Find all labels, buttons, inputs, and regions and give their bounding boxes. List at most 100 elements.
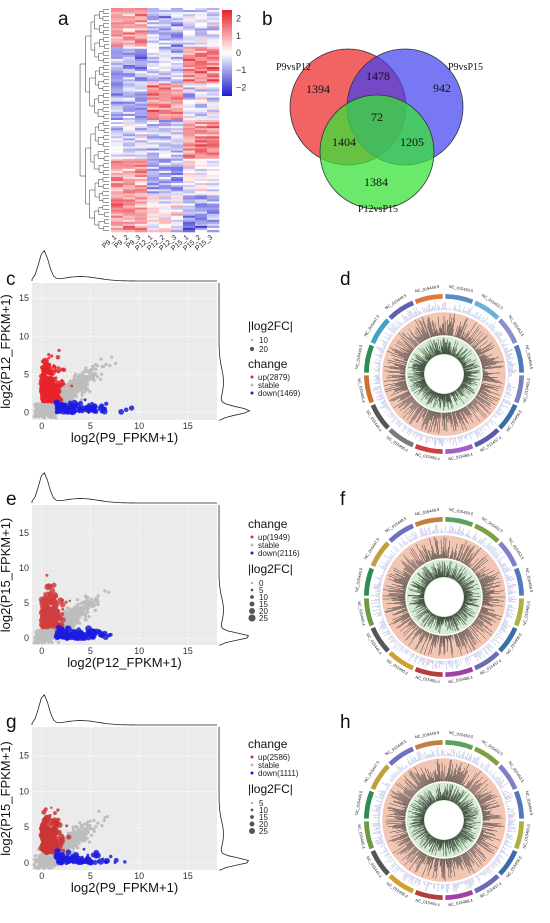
heat-cell: [207, 52, 220, 56]
heat-cell: [111, 187, 124, 190]
y-axis-label: log2(P15_FPKM+1): [0, 741, 13, 856]
heat-cell: [123, 209, 136, 212]
heat-cell: [183, 134, 196, 137]
heat-cell: [147, 201, 160, 204]
heat-cell: [147, 58, 160, 62]
heat-cell: [159, 111, 172, 115]
heat-cell: [135, 203, 148, 206]
heat-cell: [159, 89, 172, 92]
heat-cell: [159, 217, 172, 221]
heat-cell: [111, 44, 124, 47]
heat-cell: [111, 105, 124, 109]
point-stable: [105, 814, 110, 819]
heat-cell: [135, 85, 148, 88]
heat-cell: [159, 197, 172, 200]
point-up: [47, 356, 51, 360]
heat-cell: [123, 132, 136, 135]
heat-cell: [171, 146, 184, 149]
heat-cell: [111, 30, 124, 33]
heat-cell: [195, 185, 208, 188]
heat-cell: [183, 8, 196, 11]
heat-cell: [159, 124, 172, 127]
density-line: [31, 250, 217, 282]
point-stable: [41, 415, 45, 419]
circos-d: NC_015450.5NC_015452.5NC_015453.5NC_0154…: [354, 284, 535, 462]
point-stable: [50, 405, 54, 409]
heat-cell: [147, 20, 160, 23]
heat-cell: [147, 85, 160, 88]
heat-cell: [135, 42, 148, 45]
heat-cell: [147, 28, 160, 31]
point-stable: [88, 819, 92, 823]
dendrogram-branch: [102, 100, 109, 105]
heat-cell: [111, 10, 124, 13]
legend-size-marker: [251, 582, 253, 584]
legend-size-title: |log2FC|: [248, 782, 293, 796]
point-down: [109, 854, 113, 859]
heat-cell: [183, 124, 196, 127]
point-stable: [36, 637, 40, 641]
point-stable: [108, 363, 112, 368]
point-up: [49, 397, 54, 402]
heat-cell: [183, 223, 196, 227]
point-stable: [84, 370, 88, 374]
heat-cell: [195, 126, 208, 129]
heat-cell: [123, 65, 136, 68]
heat-cell: [123, 85, 136, 88]
heat-cell: [159, 56, 172, 60]
point-stable: [67, 609, 72, 613]
heat-cell: [171, 109, 184, 113]
heat-cell: [171, 18, 184, 21]
heat-cell: [207, 42, 220, 45]
point-stable: [76, 606, 80, 610]
point-up: [54, 599, 58, 603]
heat-cell: [183, 81, 196, 84]
heat-cell: [195, 115, 208, 119]
heat-cell: [207, 177, 220, 180]
heat-cell: [159, 97, 172, 100]
point-down: [79, 858, 86, 865]
heat-cell: [183, 105, 196, 109]
point-up: [51, 835, 57, 841]
point-stable: [92, 378, 96, 383]
point-stable: [41, 634, 45, 638]
heat-cell: [135, 146, 148, 149]
heat-cell: [171, 179, 184, 182]
point-stable: [67, 397, 71, 402]
heat-cell: [195, 69, 208, 72]
point-stable: [80, 385, 84, 389]
point-stable: [68, 617, 72, 622]
heat-cell: [159, 16, 172, 19]
heat-cell: [183, 142, 196, 145]
heat-cell: [159, 26, 172, 29]
heat-cell: [123, 20, 136, 23]
heat-cell: [123, 158, 136, 162]
heat-cell: [111, 77, 124, 80]
point-down: [82, 847, 86, 851]
legend-change-label: down(1111): [258, 769, 299, 778]
heat-cell: [123, 18, 136, 21]
heat-cell: [111, 81, 124, 84]
heat-cell: [195, 89, 208, 92]
heat-cell: [111, 140, 124, 143]
heat-cell: [123, 26, 136, 29]
heat-cell: [195, 207, 208, 210]
heat-cell: [135, 32, 148, 35]
density-line: [31, 472, 217, 504]
heat-cell: [183, 111, 196, 115]
point-stable: [86, 387, 90, 391]
y-tick-label: 15: [19, 293, 29, 303]
heat-cell: [207, 81, 220, 84]
colorbar-tick-label: −2: [236, 82, 246, 92]
heat-cell: [207, 48, 220, 52]
point-up: [52, 623, 57, 628]
point-up: [41, 357, 49, 365]
heat-cell: [171, 95, 184, 98]
heat-cell: [195, 75, 208, 78]
legend-size-title: |log2FC|: [248, 562, 293, 576]
heat-cell: [195, 20, 208, 23]
heat-cell: [135, 142, 148, 145]
colorbar-tick-label: −1: [236, 65, 246, 75]
point-stable: [76, 846, 80, 850]
point-stable: [79, 601, 83, 606]
